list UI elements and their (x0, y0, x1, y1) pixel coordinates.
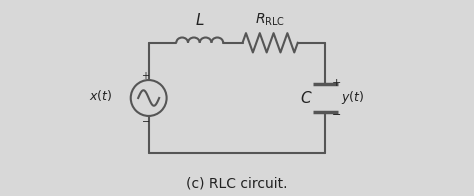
Text: $C$: $C$ (300, 90, 312, 106)
Text: $R_{\rm RLC}$: $R_{\rm RLC}$ (255, 11, 285, 28)
Text: (c) RLC circuit.: (c) RLC circuit. (186, 177, 288, 191)
Text: $x(t)$: $x(t)$ (90, 88, 113, 103)
Text: $y(t)$: $y(t)$ (340, 90, 364, 106)
Text: $-$: $-$ (331, 108, 341, 118)
Text: $+$: $+$ (331, 77, 341, 88)
Text: $+$: $+$ (141, 70, 150, 82)
Text: $L$: $L$ (195, 12, 204, 28)
Text: $-$: $-$ (141, 114, 150, 125)
